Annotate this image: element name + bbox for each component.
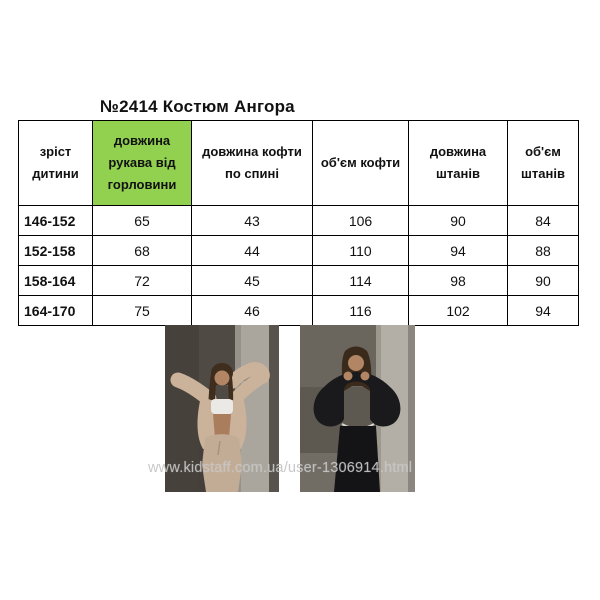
sleeve-length-cell: 68 [92,235,192,266]
height-range-cell: 164-170 [18,295,93,326]
model-figure [170,362,270,492]
sleeve-length-cell: 65 [92,205,192,236]
size-table: зріст дитини довжина рукава від горловин… [18,120,579,326]
sweater-back-cell: 43 [191,205,313,236]
sleeve-length-cell: 75 [92,295,192,326]
sweater-back-cell: 45 [191,265,313,296]
pants-volume-cell: 84 [507,205,579,236]
sweater-volume-cell: 116 [312,295,409,326]
height-range-cell: 158-164 [18,265,93,296]
header-pants-volume: об'єм штанів [507,120,579,206]
sweater-volume-cell: 106 [312,205,409,236]
pants-length-cell: 102 [408,295,508,326]
header-sleeve-length: довжина рукава від горловини [92,120,192,206]
header-sweater-back-length: довжина кофти по спині [191,120,313,206]
sweater-volume-cell: 114 [312,265,409,296]
pants-volume-cell: 94 [507,295,579,326]
size-table-header-row: зріст дитини довжина рукава від горловин… [18,120,579,206]
pants-length-cell: 98 [408,265,508,296]
model-figure [313,346,401,492]
size-row-146-152: 146-152 65 43 106 90 84 [18,205,579,236]
sweater-back-cell: 46 [191,295,313,326]
size-row-164-170: 164-170 75 46 116 102 94 [18,295,579,326]
sweater-back-cell: 44 [191,235,313,266]
photo-black-illustration [300,325,415,492]
pants-volume-cell: 88 [507,235,579,266]
product-photo-black-suit [300,325,415,492]
size-row-152-158: 152-158 68 44 110 94 88 [18,235,579,266]
header-child-height: зріст дитини [18,120,93,206]
product-title: №2414 Костюм Ангора [100,97,295,116]
photo-beige-illustration [165,325,279,492]
pants-volume-cell: 90 [507,265,579,296]
height-range-cell: 152-158 [18,235,93,266]
sweater-volume-cell: 110 [312,235,409,266]
pants-length-cell: 90 [408,205,508,236]
sleeve-length-cell: 72 [92,265,192,296]
pants-length-cell: 94 [408,235,508,266]
height-range-cell: 146-152 [18,205,93,236]
header-sweater-volume: об'єм кофти [312,120,409,206]
watermark-text: www.kidstaff.com.ua/user-1306914.html [148,460,413,476]
product-photo-beige-suit [165,325,279,492]
header-pants-length: довжина штанів [408,120,508,206]
size-row-158-164: 158-164 72 45 114 98 90 [18,265,579,296]
